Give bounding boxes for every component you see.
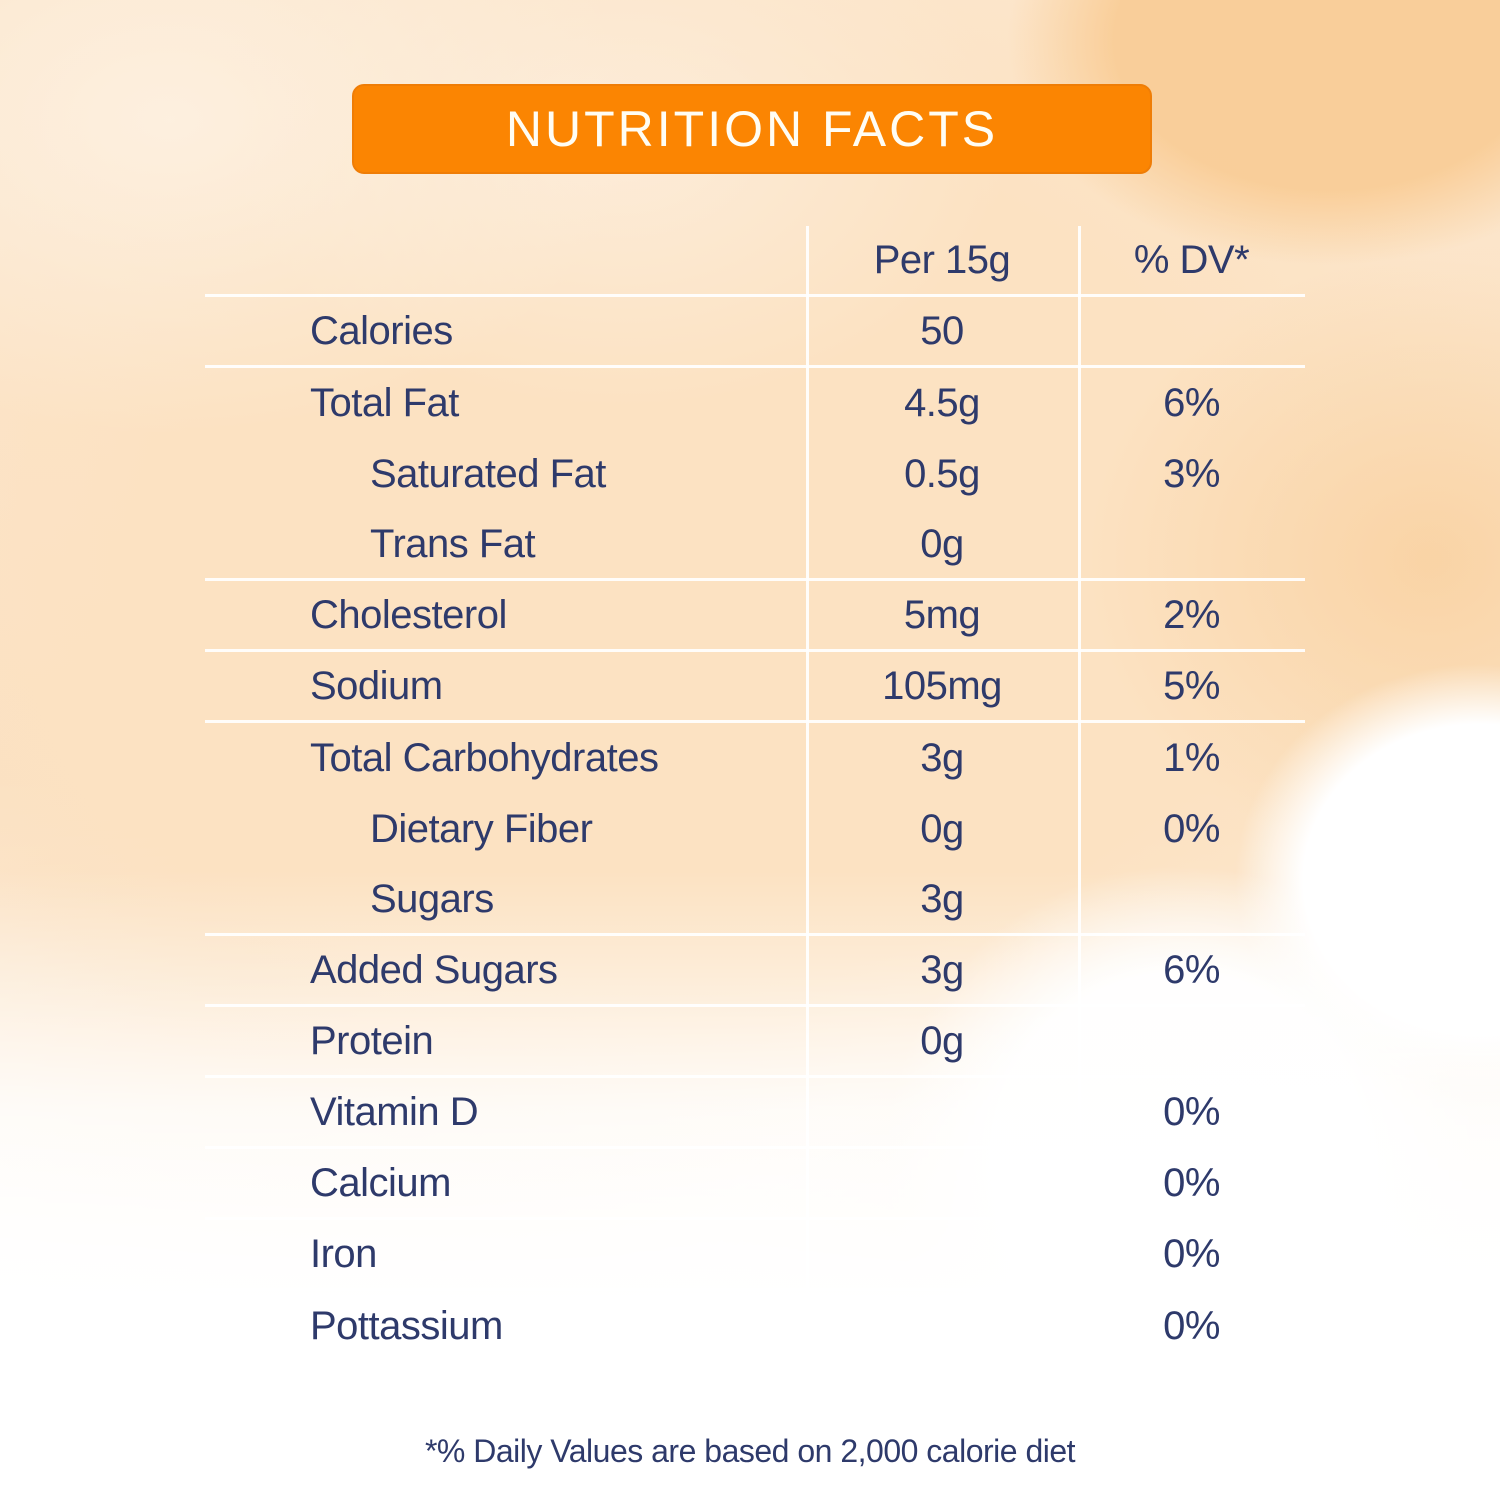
row-dv: 0% bbox=[1163, 807, 1220, 851]
row-amount: 0g bbox=[920, 807, 964, 851]
column-header-dv: % DV* bbox=[1133, 237, 1250, 282]
row-label: Cholesterol bbox=[310, 592, 507, 637]
row-amount: 3g bbox=[920, 947, 964, 992]
daily-value-footnote: *% Daily Values are based on 2,000 calor… bbox=[424, 1433, 1076, 1469]
row-label: Iron bbox=[310, 1231, 377, 1276]
row-total-fat: Total Fat 4.5g 6% bbox=[205, 368, 1305, 439]
row-label: Added Sugars bbox=[310, 947, 558, 992]
row-dv: 0% bbox=[1163, 1160, 1220, 1205]
column-divider-2 bbox=[1078, 226, 1081, 1362]
row-label: Calories bbox=[310, 308, 453, 353]
row-label: Dietary Fiber bbox=[370, 807, 593, 851]
row-sugars: Sugars 3g bbox=[205, 865, 1305, 936]
row-sodium: Sodium 105mg 5% bbox=[205, 652, 1305, 723]
row-amount: 0.5g bbox=[904, 452, 980, 496]
row-label: Sugars bbox=[370, 876, 494, 921]
row-pottassium: Pottassium 0% bbox=[205, 1291, 1305, 1362]
row-label: Total Carbohydrates bbox=[310, 736, 659, 780]
row-label: Pottassium bbox=[310, 1304, 503, 1348]
column-divider-1 bbox=[806, 226, 809, 1362]
page-title: NUTRITION FACTS bbox=[505, 101, 999, 157]
row-dv: 6% bbox=[1163, 947, 1220, 992]
row-label: Vitamin D bbox=[310, 1089, 479, 1134]
nutrition-table: Per 15g % DV* Calories 50 Total Fat 4.5g… bbox=[205, 226, 1305, 1362]
row-dv: 3% bbox=[1163, 452, 1220, 496]
column-header-amount: Per 15g bbox=[873, 237, 1011, 282]
title-banner: NUTRITION FACTS bbox=[352, 84, 1152, 174]
row-dietary-fiber: Dietary Fiber 0g 0% bbox=[205, 794, 1305, 865]
row-dv: 0% bbox=[1163, 1304, 1220, 1348]
row-saturated-fat: Saturated Fat 0.5g 3% bbox=[205, 439, 1305, 510]
row-amount: 0g bbox=[920, 521, 964, 566]
row-dv: 5% bbox=[1163, 663, 1220, 708]
row-dv: 2% bbox=[1163, 592, 1220, 637]
row-amount: 5mg bbox=[903, 592, 981, 637]
row-amount: 3g bbox=[920, 876, 964, 921]
row-amount: 105mg bbox=[882, 663, 1002, 708]
row-label: Trans Fat bbox=[370, 521, 536, 566]
row-added-sugars: Added Sugars 3g 6% bbox=[205, 936, 1305, 1007]
row-protein: Protein 0g bbox=[205, 1007, 1305, 1078]
row-amount: 0g bbox=[920, 1018, 964, 1063]
row-total-carbohydrates: Total Carbohydrates 3g 1% bbox=[205, 723, 1305, 794]
row-amount: 50 bbox=[920, 308, 964, 353]
row-vitamin-d: Vitamin D 0% bbox=[205, 1078, 1305, 1149]
row-dv: 0% bbox=[1163, 1089, 1220, 1134]
row-amount: 4.5g bbox=[904, 381, 980, 425]
row-calories: Calories 50 bbox=[205, 297, 1305, 368]
row-label: Saturated Fat bbox=[370, 452, 606, 496]
row-dv: 0% bbox=[1163, 1231, 1220, 1276]
row-label: Calcium bbox=[310, 1160, 451, 1205]
row-cholesterol: Cholesterol 5mg 2% bbox=[205, 581, 1305, 652]
row-label: Protein bbox=[310, 1018, 434, 1063]
row-label: Sodium bbox=[310, 663, 443, 708]
row-dv: 1% bbox=[1163, 736, 1220, 780]
row-dv: 6% bbox=[1163, 381, 1220, 425]
row-amount: 3g bbox=[920, 736, 964, 780]
row-trans-fat: Trans Fat 0g bbox=[205, 510, 1305, 581]
row-label: Total Fat bbox=[310, 381, 459, 425]
row-iron: Iron 0% bbox=[205, 1220, 1305, 1291]
table-header-row: Per 15g % DV* bbox=[205, 226, 1305, 297]
row-calcium: Calcium 0% bbox=[205, 1149, 1305, 1220]
